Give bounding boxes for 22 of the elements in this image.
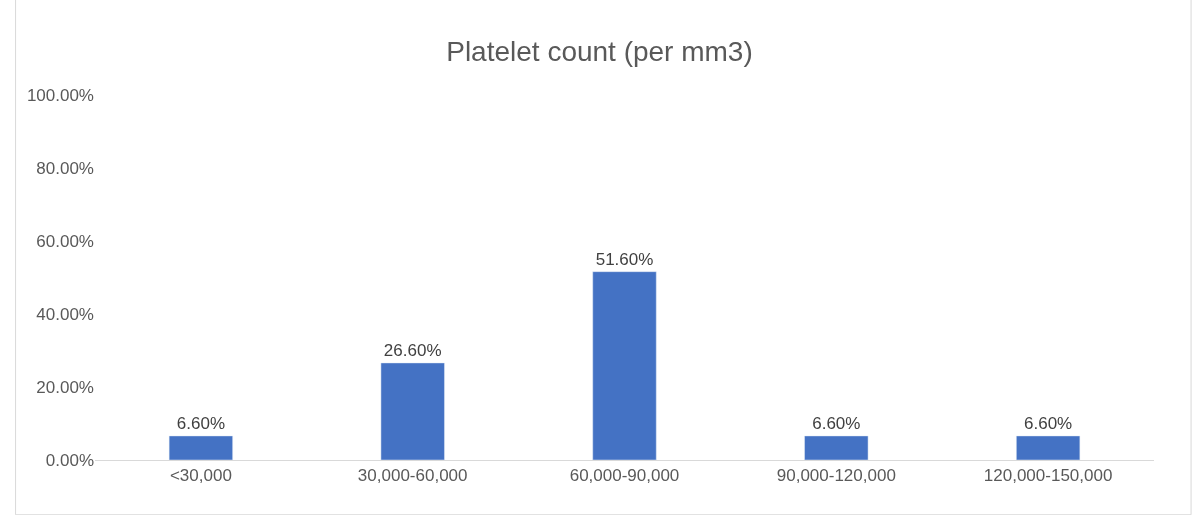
bar [592,271,657,460]
data-label: 6.60% [1024,413,1073,433]
y-tick-label: 0.00% [45,450,94,470]
x-tick-label: 60,000-90,000 [569,466,680,486]
data-label: 51.60% [595,249,654,269]
data-label: 26.60% [383,340,442,360]
data-label: 6.60% [176,413,225,433]
y-tick-label: 100.00% [26,85,94,105]
bar [168,435,233,460]
x-tick-label: <30,000 [169,466,232,486]
x-tick-label: 30,000-60,000 [357,466,468,486]
bar [804,435,869,460]
x-tick-label: 120,000-150,000 [983,466,1113,486]
y-tick-label: 40.00% [36,304,94,324]
bar [1016,435,1081,460]
y-tick-label: 60.00% [36,231,94,251]
y-tick-label: 20.00% [36,377,94,397]
y-tick-label: 80.00% [36,158,94,178]
data-label: 6.60% [812,413,861,433]
bar [380,362,445,460]
x-tick-label: 90,000-120,000 [776,466,896,486]
chart-title: Platelet count (per mm3) [446,36,753,68]
